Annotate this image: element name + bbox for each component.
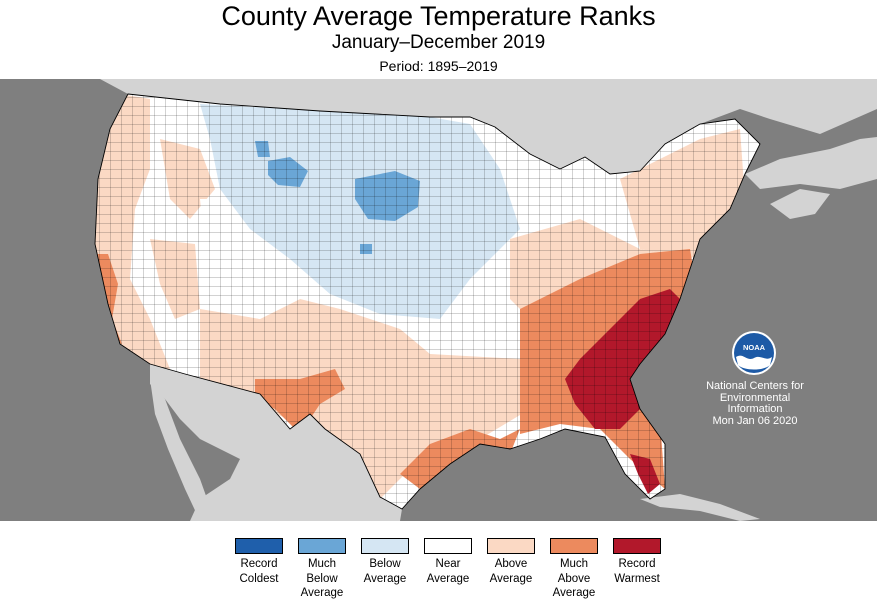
legend-label: Below Average	[363, 558, 407, 585]
credit-line: National Centers for	[706, 380, 804, 392]
legend-swatch	[487, 538, 535, 554]
legend-item-record-warmest: Record Warmest	[602, 533, 672, 586]
cuba-land	[640, 494, 760, 521]
legend-label: Record Coldest	[239, 558, 279, 585]
credit-line: Environmental	[719, 391, 791, 404]
map-title: County Average Temperature Ranks	[221, 1, 656, 31]
legend: Record Coldest Much Below Average Below Aver…	[0, 533, 877, 599]
credit-block: National Centers for Environmental Infor…	[690, 380, 820, 427]
period-label: Period: 1895–2019	[379, 58, 498, 74]
legend-label: Above Average	[489, 558, 533, 585]
map-area	[0, 79, 877, 521]
us-outline	[94, 93, 761, 510]
legend-swatch	[424, 538, 472, 554]
legend-swatch	[361, 538, 409, 554]
legend-item-much-above: Much Above Average	[539, 533, 609, 601]
legend-label: Much Below Average	[300, 558, 344, 599]
legend-label: Much Above Average	[552, 558, 596, 599]
legend-swatch	[613, 538, 661, 554]
county-rank-map	[0, 79, 877, 521]
noaa-logo-icon: NOAA	[731, 330, 777, 376]
credit-line: Information	[727, 403, 783, 415]
map-subtitle: January–December 2019	[331, 32, 546, 53]
legend-item-much-below: Much Below Average	[287, 533, 357, 601]
legend-item-below: Below Average	[350, 533, 420, 586]
legend-swatch	[235, 538, 283, 554]
legend-item-record-coldest: Record Coldest	[224, 533, 294, 586]
legend-label: Near Average	[426, 558, 470, 585]
canada-maritime-land	[745, 137, 877, 189]
credit-date: Mon Jan 06 2020	[712, 414, 798, 427]
canada-land	[0, 79, 877, 174]
legend-item-near: Near Average	[413, 533, 483, 586]
nova-scotia-land	[770, 189, 830, 219]
noaa-logo-text: NOAA	[743, 343, 766, 352]
legend-swatch	[550, 538, 598, 554]
legend-label: Record Warmest	[614, 558, 660, 585]
mexico-land	[150, 364, 402, 521]
legend-swatch	[298, 538, 346, 554]
legend-item-above: Above Average	[476, 533, 546, 586]
baja-california-land	[150, 379, 215, 521]
